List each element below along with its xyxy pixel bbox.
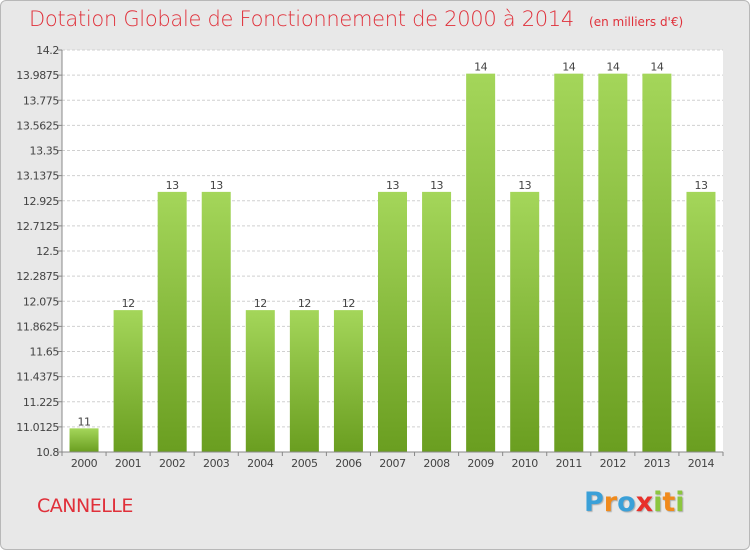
logo-letter: P [584,487,604,518]
x-tick-label: 2000 [71,457,98,470]
bar [422,191,452,452]
logo-letter: r [603,487,618,518]
y-tick-label: 12.2875 [16,270,59,283]
y-tick-label: 13.35 [30,145,60,158]
bar-value-label: 12 [122,297,135,310]
y-tick-label: 11.65 [30,346,60,359]
x-tick-label: 2008 [423,457,450,470]
bar-value-label: 11 [78,415,91,428]
bar-value-label: 14 [606,61,619,74]
bar-value-label: 12 [298,297,311,310]
x-tick-label: 2004 [247,457,274,470]
bar [378,191,407,452]
y-tick-label: 11.225 [23,396,59,409]
bar-value-label: 13 [386,179,399,192]
logo-letter: t [662,487,676,518]
bar-value-label: 14 [474,61,487,74]
y-tick-label: 12.075 [23,295,59,308]
logo-letter: i [653,487,663,518]
x-tick-label: 2010 [511,457,538,470]
bar [642,73,672,452]
x-tick-label: 2006 [335,457,362,470]
bar-value-label: 12 [342,297,355,310]
bar-value-label: 13 [166,179,179,192]
bar-value-label: 13 [694,179,707,192]
bar [333,310,363,452]
x-tick-label: 2001 [115,457,141,470]
bar [245,310,275,452]
x-tick-label: 2003 [203,457,230,470]
x-tick-label: 2005 [291,457,318,470]
bar [598,73,628,452]
x-tick-label: 2009 [467,457,494,470]
bar [686,191,716,452]
bar-value-label: 13 [430,179,443,192]
y-tick-label: 10.8 [36,446,59,459]
x-tick-label: 2011 [556,457,582,470]
y-tick-label: 14.2 [36,44,59,57]
bar-value-label: 12 [254,297,267,310]
logo-letter: x [635,487,654,518]
logo-letter: i [675,487,685,518]
x-tick-label: 2013 [644,457,671,470]
proxiti-logo[interactable]: Proxiti [584,487,685,518]
x-tick-label: 2012 [600,457,626,470]
bar [201,191,231,452]
commune-name: CANNELLE [37,495,133,517]
bar [113,310,143,452]
y-tick-label: 12.5 [36,245,59,258]
y-tick-label: 12.925 [23,195,59,208]
y-tick-label: 11.0125 [16,421,59,434]
bar-value-label: 14 [562,61,575,74]
y-tick-label: 13.9875 [16,69,59,82]
title-row: Dotation Globale de Fonctionnement de 20… [29,7,683,31]
bar [289,310,319,452]
bar [554,73,584,452]
x-tick-label: 2014 [688,457,715,470]
y-tick-label: 12.7125 [16,220,59,233]
y-tick-label: 13.5625 [16,119,59,132]
y-tick-label: 13.1375 [16,170,59,183]
bar-value-label: 13 [210,179,223,192]
logo-letter: o [617,487,636,518]
bar [510,191,540,452]
chart-unit: (en milliers d'€) [589,15,684,29]
x-tick-label: 2002 [159,457,185,470]
bar [157,191,187,452]
bar [466,73,496,452]
bar-value-label: 14 [650,61,663,74]
bar-value-label: 13 [518,179,531,192]
bar [69,428,99,452]
y-tick-label: 11.4375 [16,371,59,384]
chart-title: Dotation Globale de Fonctionnement de 20… [29,7,574,31]
y-tick-label: 11.8625 [16,320,59,333]
y-tick-label: 13.775 [23,94,59,107]
x-tick-label: 2007 [379,457,406,470]
